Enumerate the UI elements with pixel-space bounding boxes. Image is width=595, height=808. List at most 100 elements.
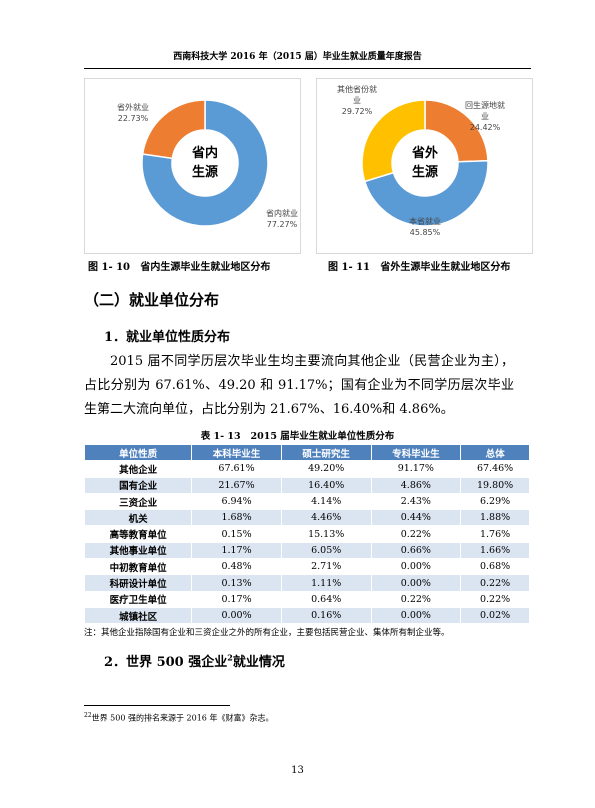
slice-name: 其他省份就业 [337,85,377,105]
table-row: 城镇社区 0.00% 0.16% 0.00% 0.02% [83,606,530,625]
table-row: 医疗卫生单位 0.17% 0.64% 0.22% 0.22% [83,590,530,608]
slice-value: 29.72% [341,107,373,116]
table-cell: 4.46% [280,509,372,527]
slice-label: 省外就业 22.73% [103,102,163,124]
table-cell: 67.61% [191,460,282,478]
table-cell: 16.40% [280,476,372,494]
table-cell: 1.88% [460,509,530,527]
slice-name: 省外就业 [117,103,149,112]
table-cell: 0.13% [191,574,282,592]
table-row: 机关 1.68% 4.46% 0.44% 1.88% [83,509,530,527]
header-rule [84,68,531,69]
column-header: 总体 [460,443,530,462]
table-cell: 1.11% [280,574,372,592]
running-header: 西南科技大学 2016 年（2015 届）毕业生就业质量年度报告 [173,52,422,62]
column-header: 硕士研究生 [280,443,372,462]
table-cell: 4.14% [280,492,372,511]
table-row: 国有企业 21.67% 16.40% 4.86% 19.80% [83,476,530,494]
subheading-text: 就业情况 [232,655,285,670]
figure-frame [84,78,301,254]
table-cell: 0.15% [191,525,282,543]
table-cell: 6.94% [191,492,282,511]
table-cell: 67.46% [460,460,530,478]
table-cell: 6.05% [280,541,372,560]
table-cell: 0.22% [460,574,530,592]
table-cell: 0.48% [191,558,282,576]
table-cell: 1.76% [460,525,530,543]
donut-slice [361,99,426,183]
slice-label: 其他省份就业 29.72% [327,84,387,117]
table-cell: 0.64% [280,590,372,608]
donut-slice [363,159,489,227]
slice-name: 省内就业 [266,209,298,218]
table-cell: 0.17% [191,590,282,608]
table-cell: 91.17% [370,460,462,478]
slice-label: 省内就业 77.27% [252,208,312,230]
table-cell: 0.22% [460,590,530,608]
donut-slice [141,99,269,227]
table-cell: 49.20% [280,460,372,478]
table-note: 注：其他企业指除国有企业和三资企业之外的所有企业，主要包括民营企业、集体所有制企… [84,628,450,638]
table-header-row: 单位性质 本科毕业生 硕士研究生 专科毕业生 总体 [83,443,530,462]
table-cell: 0.22% [370,525,462,543]
table-cell: 中初教育单位 [83,558,193,576]
table-cell: 科研设计单位 [83,574,193,592]
figure-frame [316,78,533,254]
slice-name: 回生源地就业 [465,101,505,121]
slice-label: 回生源地就业 24.42% [455,100,515,133]
table-cell: 0.44% [370,509,462,527]
table-row: 中初教育单位 0.48% 2.71% 0.00% 0.68% [83,558,530,576]
table-cell: 三资企业 [83,492,193,511]
footnote-ref: 2 [227,652,233,663]
footnote: 22世界 500 强的排名来源于 2016 年《财富》杂志。 [84,712,273,724]
column-header: 本科毕业生 [191,443,282,462]
table-cell: 0.68% [460,558,530,576]
table-cell: 0.66% [370,541,462,560]
table-cell: 高等教育单位 [83,525,193,543]
paragraph: 2015 届不同学历层次毕业生均主要流向其他企业（民营企业为主），占比分别为 6… [84,354,514,417]
table: 单位性质 本科毕业生 硕士研究生 专科毕业生 总体 其他企业 67.61% 49.20% 91.… [83,443,530,625]
table-caption: 表 1- 13 2015 届毕业生就业单位性质分布 [200,431,395,442]
center-label: 省内生源 [191,146,218,180]
table-row: 科研设计单位 0.13% 1.11% 0.00% 0.22% [83,574,530,592]
table-cell: 0.02% [460,606,530,625]
table-cell: 1.17% [191,541,282,560]
table-cell: 机关 [83,509,193,527]
column-header: 专科毕业生 [370,443,462,462]
table-cell: 城镇社区 [83,606,193,625]
table-cell: 0.00% [370,558,462,576]
subheading: 1．就业单位性质分布 [104,330,231,345]
charts [141,99,489,227]
table-cell: 4.86% [370,476,462,494]
table-cell: 医疗卫生单位 [83,590,193,608]
table-row: 其他事业单位 1.17% 6.05% 0.66% 1.66% [83,541,530,560]
table-cell: 0.00% [191,606,282,625]
table-row: 高等教育单位 0.15% 15.13% 0.22% 1.76% [83,525,530,543]
table-cell: 0.00% [370,606,462,625]
table-cell: 其他事业单位 [83,541,193,560]
column-header: 单位性质 [83,443,193,462]
table-cell: 19.80% [460,476,530,494]
table-cell: 1.68% [191,509,282,527]
table-cell: 0.16% [280,606,372,625]
footnote-text: 世界 500 强的排名来源于 2016 年《财富》杂志。 [91,713,274,723]
slice-value: 45.85% [409,228,441,237]
table-cell: 0.22% [370,590,462,608]
page-number: 13 [291,765,304,776]
slice-label: 本省就业 45.85% [395,216,455,238]
table-cell: 15.13% [280,525,372,543]
slice-value: 24.42% [469,123,501,132]
slice-name: 本省就业 [409,217,441,226]
slice-value: 77.27% [266,220,298,229]
table-row: 其他企业 67.61% 49.20% 91.17% 67.46% [83,460,530,478]
footnote-mark: 22 [84,712,92,719]
table-row: 三资企业 6.94% 4.14% 2.43% 6.29% [83,492,530,511]
table-cell: 2.43% [370,492,462,511]
table-cell: 6.29% [460,492,530,511]
slice-value: 22.73% [117,114,149,123]
table-cell: 国有企业 [83,476,193,494]
table-cell: 21.67% [191,476,282,494]
table-cell: 1.66% [460,541,530,560]
footnote-rule [84,705,230,706]
